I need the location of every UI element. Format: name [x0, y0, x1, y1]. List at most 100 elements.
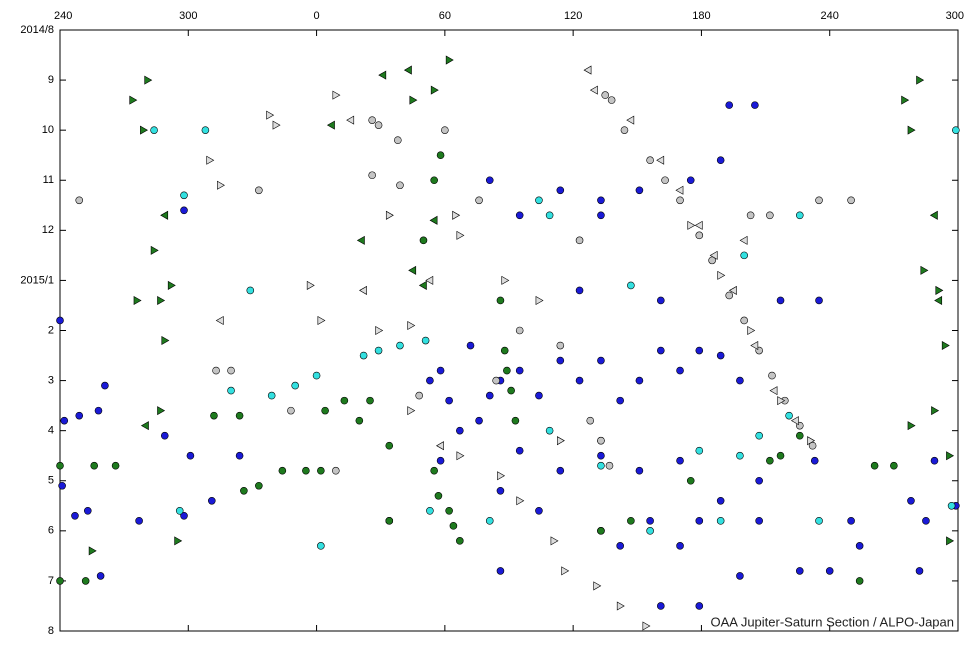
data-point — [676, 196, 684, 205]
data-point — [646, 517, 654, 525]
data-point — [597, 451, 605, 460]
data-point — [766, 211, 774, 220]
data-point — [475, 416, 483, 425]
data-point — [769, 386, 778, 396]
x-tick-label: 0 — [314, 10, 320, 22]
data-point — [150, 126, 158, 134]
data-point — [445, 506, 453, 515]
data-point — [227, 386, 235, 395]
x-tick-label: 60 — [439, 10, 451, 22]
data-point — [550, 536, 559, 546]
y-tick-label: 6 — [48, 525, 54, 537]
data-point — [449, 522, 458, 530]
data-point — [418, 280, 427, 290]
data-point — [88, 546, 97, 556]
data-point — [326, 120, 335, 130]
data-point — [716, 156, 725, 165]
data-point — [656, 155, 665, 165]
data-point — [430, 176, 438, 185]
data-point — [160, 431, 169, 440]
data-point — [496, 296, 505, 305]
data-point — [212, 366, 220, 375]
data-point — [71, 512, 79, 520]
data-point — [210, 411, 218, 420]
data-point — [430, 466, 438, 475]
data-point — [740, 316, 748, 325]
data-point — [56, 577, 64, 585]
data-point — [419, 236, 428, 245]
data-point — [739, 235, 748, 245]
data-point — [561, 566, 570, 576]
data-point — [930, 456, 939, 465]
data-point — [575, 376, 584, 385]
data-point — [429, 215, 438, 225]
data-point — [235, 451, 244, 460]
data-point — [776, 296, 785, 305]
data-point — [255, 186, 263, 195]
data-point — [129, 95, 138, 105]
data-point — [436, 366, 445, 375]
x-tick-label: 240 — [821, 10, 839, 22]
data-point — [646, 527, 654, 535]
x-tick-label: 180 — [692, 10, 710, 22]
data-point — [545, 211, 554, 220]
data-point — [586, 416, 595, 425]
data-point — [686, 476, 695, 485]
y-tick-label: 9 — [48, 74, 54, 86]
data-point — [306, 280, 315, 290]
data-point — [75, 196, 84, 205]
data-point — [368, 171, 376, 180]
data-point — [646, 156, 654, 165]
data-point — [385, 210, 394, 220]
data-point — [445, 55, 454, 65]
data-point — [56, 461, 64, 470]
data-point — [747, 325, 756, 336]
data-point — [935, 285, 944, 295]
data-point — [515, 326, 524, 335]
data-point — [808, 441, 817, 450]
data-point — [101, 381, 109, 390]
data-point — [60, 416, 69, 425]
data-point — [175, 506, 184, 515]
y-tick-label: 12 — [42, 224, 54, 236]
x-tick-label: 240 — [54, 10, 72, 22]
data-point — [635, 376, 644, 385]
data-point — [922, 517, 930, 525]
data-point — [716, 496, 725, 505]
data-point — [396, 341, 404, 350]
data-point — [375, 325, 384, 336]
data-point — [686, 176, 695, 185]
data-point — [755, 431, 763, 440]
data-point — [374, 121, 383, 129]
data-point — [716, 517, 725, 525]
data-point — [415, 391, 424, 400]
data-point — [240, 486, 248, 495]
data-point — [167, 280, 176, 290]
data-point — [795, 211, 804, 220]
data-point — [83, 506, 92, 515]
data-point — [515, 446, 524, 455]
data-point — [815, 196, 823, 205]
data-point — [785, 411, 793, 420]
data-point — [511, 416, 520, 425]
data-point — [267, 391, 276, 400]
data-point — [135, 517, 143, 525]
data-point — [140, 421, 149, 431]
data-point — [425, 275, 434, 285]
data-point — [94, 406, 103, 415]
data-point — [456, 426, 464, 435]
data-point — [766, 456, 774, 465]
data-point — [725, 291, 734, 300]
data-point — [359, 351, 368, 360]
data-point — [157, 295, 166, 305]
x-tick-label: 300 — [179, 10, 197, 22]
data-point — [556, 186, 565, 195]
data-point — [217, 180, 225, 190]
data-point — [807, 436, 816, 446]
data-point — [378, 70, 387, 80]
data-point — [81, 577, 90, 585]
data-point — [133, 295, 142, 305]
data-point — [946, 536, 955, 546]
data-point — [291, 381, 299, 390]
data-point — [695, 231, 704, 240]
